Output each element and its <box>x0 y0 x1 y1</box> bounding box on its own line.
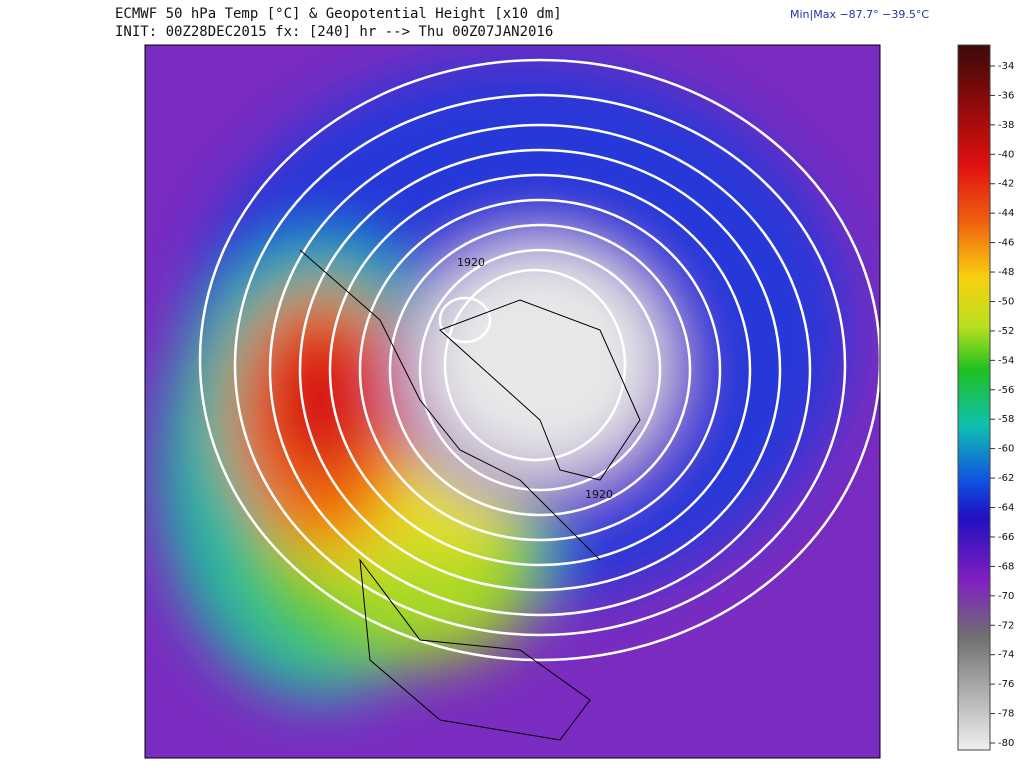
min-max: Min|Max −87.7° −39.5°C <box>790 8 929 21</box>
colorbar-label: -38 <box>998 120 1014 131</box>
colorbar-label: -80 <box>998 738 1014 749</box>
colorbar-label: -72 <box>998 620 1014 631</box>
map-frame <box>144 44 881 759</box>
colorbar-label: -40 <box>998 149 1014 160</box>
colorbar-label: -42 <box>998 179 1014 190</box>
colorbar-label: -58 <box>998 414 1014 425</box>
colorbar-label: -56 <box>998 385 1014 396</box>
contour-label: 1920 <box>457 256 485 269</box>
contour-label: 1920 <box>585 488 613 501</box>
colorbar-label: -54 <box>998 355 1014 366</box>
colorbar-label: -48 <box>998 267 1014 278</box>
colorbar-label: -78 <box>998 709 1014 720</box>
colorbar-label: -68 <box>998 561 1014 572</box>
colorbar-label: -60 <box>998 444 1014 455</box>
colorbar-label: -74 <box>998 650 1014 661</box>
colorbar-label: -70 <box>998 591 1014 602</box>
colorbar-label: -66 <box>998 532 1014 543</box>
colorbar-label: -50 <box>998 296 1014 307</box>
colorbar-label: -52 <box>998 326 1014 337</box>
colorbar-label: -44 <box>998 208 1014 219</box>
colorbar-label: -62 <box>998 473 1014 484</box>
colorbar-label: -76 <box>998 679 1014 690</box>
title: ECMWF 50 hPa Temp [°C] & Geopotential He… <box>115 6 562 22</box>
colorbar <box>957 44 991 751</box>
map <box>145 45 880 758</box>
colorbar-label: -36 <box>998 90 1014 101</box>
subtitle: INIT: 00Z28DEC2015 fx: [240] hr --> Thu … <box>115 24 553 40</box>
colorbar-label: -64 <box>998 503 1014 514</box>
colorbar-label: -46 <box>998 238 1014 249</box>
colorbar-label: -34 <box>998 61 1014 72</box>
